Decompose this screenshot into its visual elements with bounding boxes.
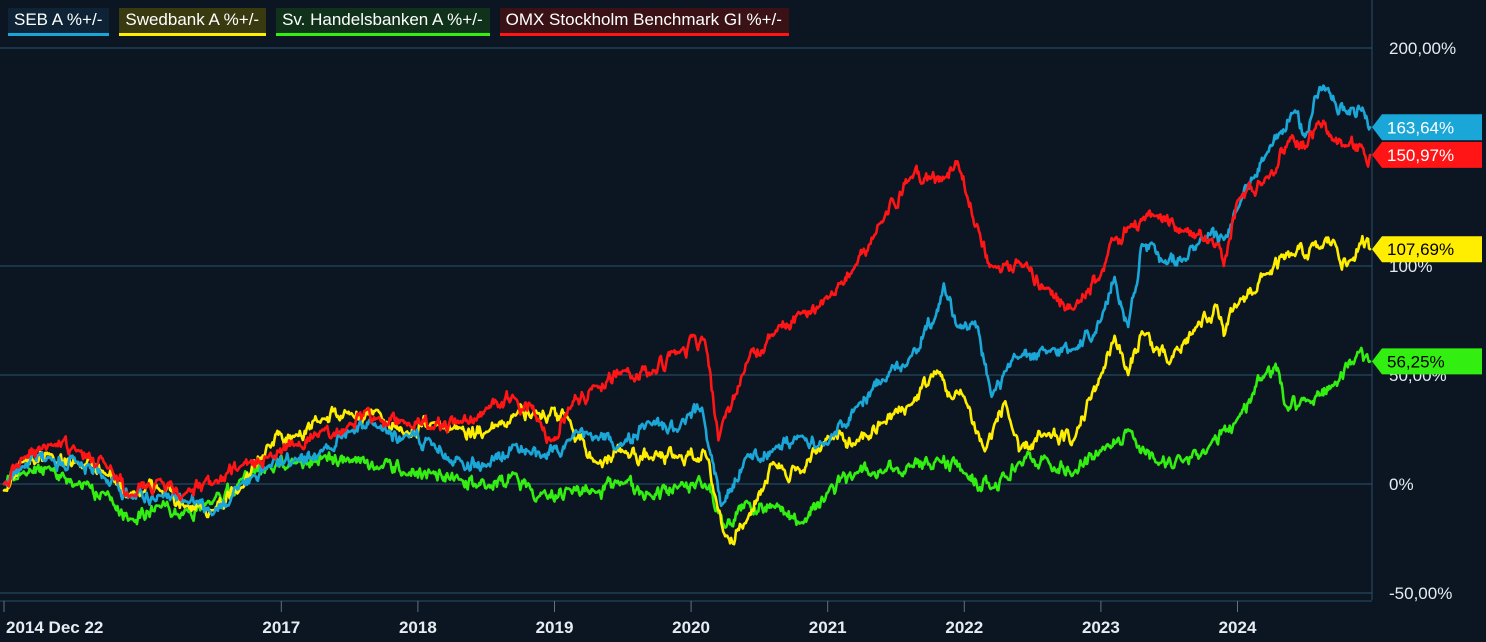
- end-label-1: 107,69%: [1372, 236, 1482, 263]
- series-line-3: [2, 119, 1372, 501]
- x-tick-label: 2021: [809, 618, 847, 637]
- series-lines: [2, 84, 1372, 546]
- end-label-tag: [1372, 348, 1482, 375]
- x-tick-label: 2020: [672, 618, 710, 637]
- x-tick-label: 2019: [536, 618, 574, 637]
- end-value-labels: 163,64% 107,69% 56,25% 150,97%: [1372, 114, 1482, 375]
- legend: SEB A %+/- Swedbank A %+/- Sv. Handelsbank…: [8, 8, 789, 36]
- end-label-value: 56,25%: [1387, 352, 1445, 371]
- end-label-tag: [1372, 236, 1482, 263]
- y-tick-label: 200,00%: [1389, 39, 1456, 58]
- end-label-0: 163,64%: [1372, 114, 1482, 141]
- x-tick-label: 2017: [262, 618, 300, 637]
- series-line-0: [2, 84, 1372, 517]
- x-tick-label: 2014 Dec 22: [6, 618, 103, 637]
- legend-item-0[interactable]: SEB A %+/-: [8, 8, 110, 36]
- end-label-value: 150,97%: [1387, 146, 1454, 165]
- end-label-tag: [1372, 114, 1482, 141]
- x-tick-label: 2023: [1082, 618, 1120, 637]
- x-tick-label: 2022: [945, 618, 983, 637]
- end-label-value: 163,64%: [1387, 118, 1454, 137]
- series-line-1: [2, 234, 1372, 546]
- end-label-tag: [1372, 141, 1482, 168]
- x-tick-label: 2018: [399, 618, 437, 637]
- end-label-value: 107,69%: [1387, 240, 1454, 259]
- y-tick-label: 0%: [1389, 475, 1414, 494]
- y-tick-label: -50,00%: [1389, 584, 1452, 603]
- legend-item-3[interactable]: OMX Stockholm Benchmark GI %+/-: [499, 8, 789, 36]
- end-label-3: 150,97%: [1372, 141, 1482, 168]
- legend-item-1[interactable]: Swedbank A %+/-: [119, 8, 267, 36]
- legend-item-2[interactable]: Sv. Handelsbanken A %+/-: [276, 8, 490, 36]
- end-label-2: 56,25%: [1372, 348, 1482, 375]
- x-tick-label: 2024: [1219, 618, 1257, 637]
